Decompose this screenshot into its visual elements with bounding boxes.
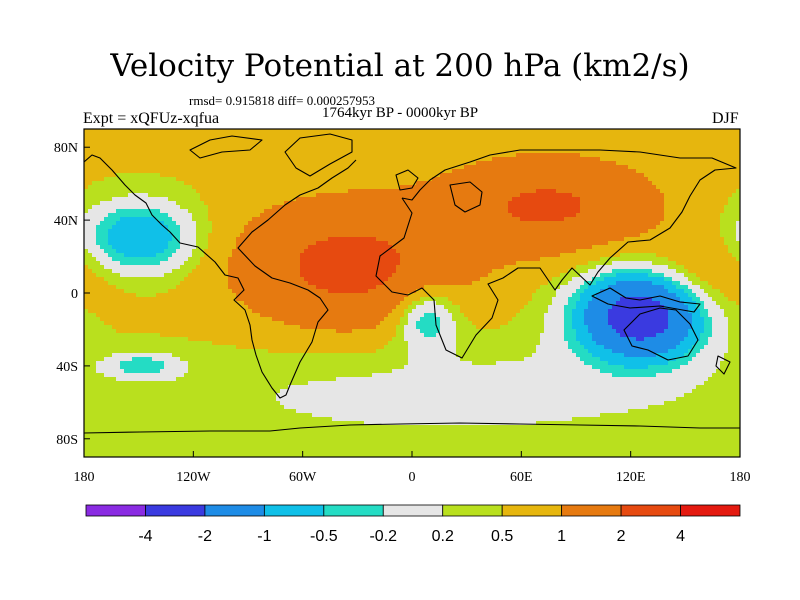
colorbar-tick-label: 1 bbox=[557, 528, 566, 545]
coastlines bbox=[84, 133, 740, 434]
y-tick-label: 0 bbox=[71, 287, 78, 302]
colorbar-swatch bbox=[680, 504, 741, 517]
y-tick-label: 80S bbox=[56, 433, 78, 448]
x-axis: 180 120W 60W 0 60E 120E 180 bbox=[74, 451, 751, 485]
experiment-label: Expt = xQFUz-xqfua bbox=[83, 110, 220, 127]
season-label: DJF bbox=[712, 110, 739, 127]
period-label: 1764kyr BP - 0000kyr BP bbox=[322, 105, 479, 121]
x-tick-label: 180 bbox=[74, 470, 95, 485]
y-tick-label: 40S bbox=[56, 360, 78, 375]
colorbar-tick-label: -0.5 bbox=[310, 528, 338, 545]
x-tick-label: 60W bbox=[289, 470, 317, 485]
colorbar-tick-label: -4 bbox=[138, 528, 152, 545]
rmsd-annotation: rmsd= 0.915818 diff= 0.000257953 bbox=[189, 93, 375, 108]
y-axis: 80N 40N 0 40S 80S bbox=[54, 141, 90, 448]
colorbar-swatch bbox=[620, 504, 681, 517]
colorbar-tick-label: -0.2 bbox=[369, 528, 397, 545]
colorbar-swatch bbox=[442, 504, 503, 517]
x-tick-label: 60E bbox=[510, 470, 533, 485]
colorbar-swatch bbox=[382, 504, 444, 517]
colorbar-swatch bbox=[561, 504, 622, 517]
x-tick-label: 180 bbox=[730, 470, 751, 485]
colorbar-tick-label: 0.5 bbox=[491, 528, 513, 545]
colorbar-swatch bbox=[323, 504, 384, 517]
colorbar-tick-label: 4 bbox=[676, 528, 685, 545]
x-tick-label: 120E bbox=[616, 470, 646, 485]
colorbar-swatch bbox=[85, 504, 146, 517]
colorbar-tick-label: 2 bbox=[617, 528, 626, 545]
colorbar-swatch bbox=[204, 504, 265, 517]
chart-title: Velocity Potential at 200 hPa (km2/s) bbox=[110, 48, 690, 84]
colorbar-tick-label: -2 bbox=[198, 528, 212, 545]
y-tick-label: 40N bbox=[54, 214, 78, 229]
colorbar-tick-label: 0.2 bbox=[432, 528, 454, 545]
colorbar-swatch bbox=[501, 504, 563, 517]
x-tick-label: 120W bbox=[176, 470, 211, 485]
y-tick-label: 80N bbox=[54, 141, 78, 156]
colorbar-tick-label: -1 bbox=[257, 528, 271, 545]
colorbar: -4 -2 -1 -0.5 -0.2 0.2 0.5 1 2 4 bbox=[85, 504, 741, 545]
colorbar-swatch bbox=[145, 504, 206, 517]
x-tick-label: 0 bbox=[409, 470, 416, 485]
colorbar-swatch bbox=[263, 504, 325, 517]
